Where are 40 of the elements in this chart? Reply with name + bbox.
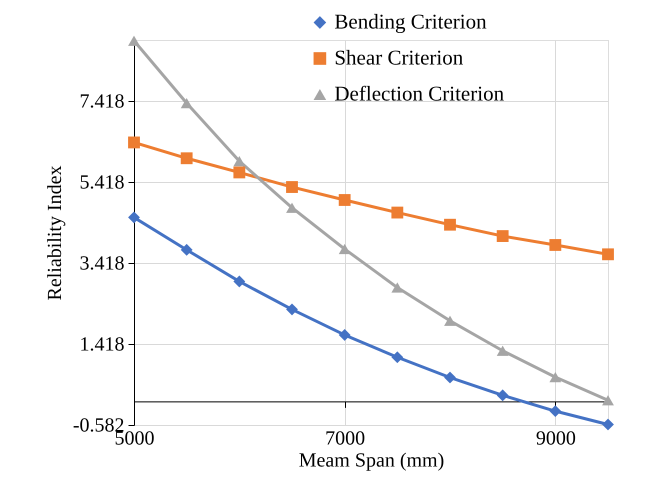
y-tick-label: 5.418 [80,171,124,194]
legend-label: Bending Criterion [334,10,488,34]
point [496,389,509,402]
point [444,372,456,384]
point [180,152,193,164]
point [180,244,193,256]
point [391,206,404,218]
point [128,136,140,148]
point [338,329,351,341]
y-tick-label: 3.418 [80,252,124,274]
point [444,218,456,231]
point [286,304,298,316]
legend-label: Deflection Criterion [334,82,505,106]
point [602,248,614,260]
point [286,181,298,193]
point [180,98,193,108]
point [233,166,246,178]
point [391,282,404,293]
x-tick-label: 7000 [325,428,366,450]
y-tick-label: 7.418 [80,90,124,112]
point [128,212,140,224]
point [338,244,351,254]
legend-label: Shear Criterion [334,46,464,70]
y-tick-label: 1.418 [80,333,124,356]
point [128,36,140,46]
point [286,202,298,213]
point [602,418,614,430]
x-axis-title: Meam Span (mm) [298,450,444,472]
point [602,395,614,406]
point [549,372,562,382]
point [496,346,509,356]
point [338,194,351,206]
point [549,405,562,418]
y-axis-title: Reliability Index [44,166,66,300]
point [233,276,246,288]
point [391,351,404,364]
point [444,316,456,326]
point [549,239,562,251]
point [496,230,509,242]
x-tick-label: 9000 [536,428,576,450]
